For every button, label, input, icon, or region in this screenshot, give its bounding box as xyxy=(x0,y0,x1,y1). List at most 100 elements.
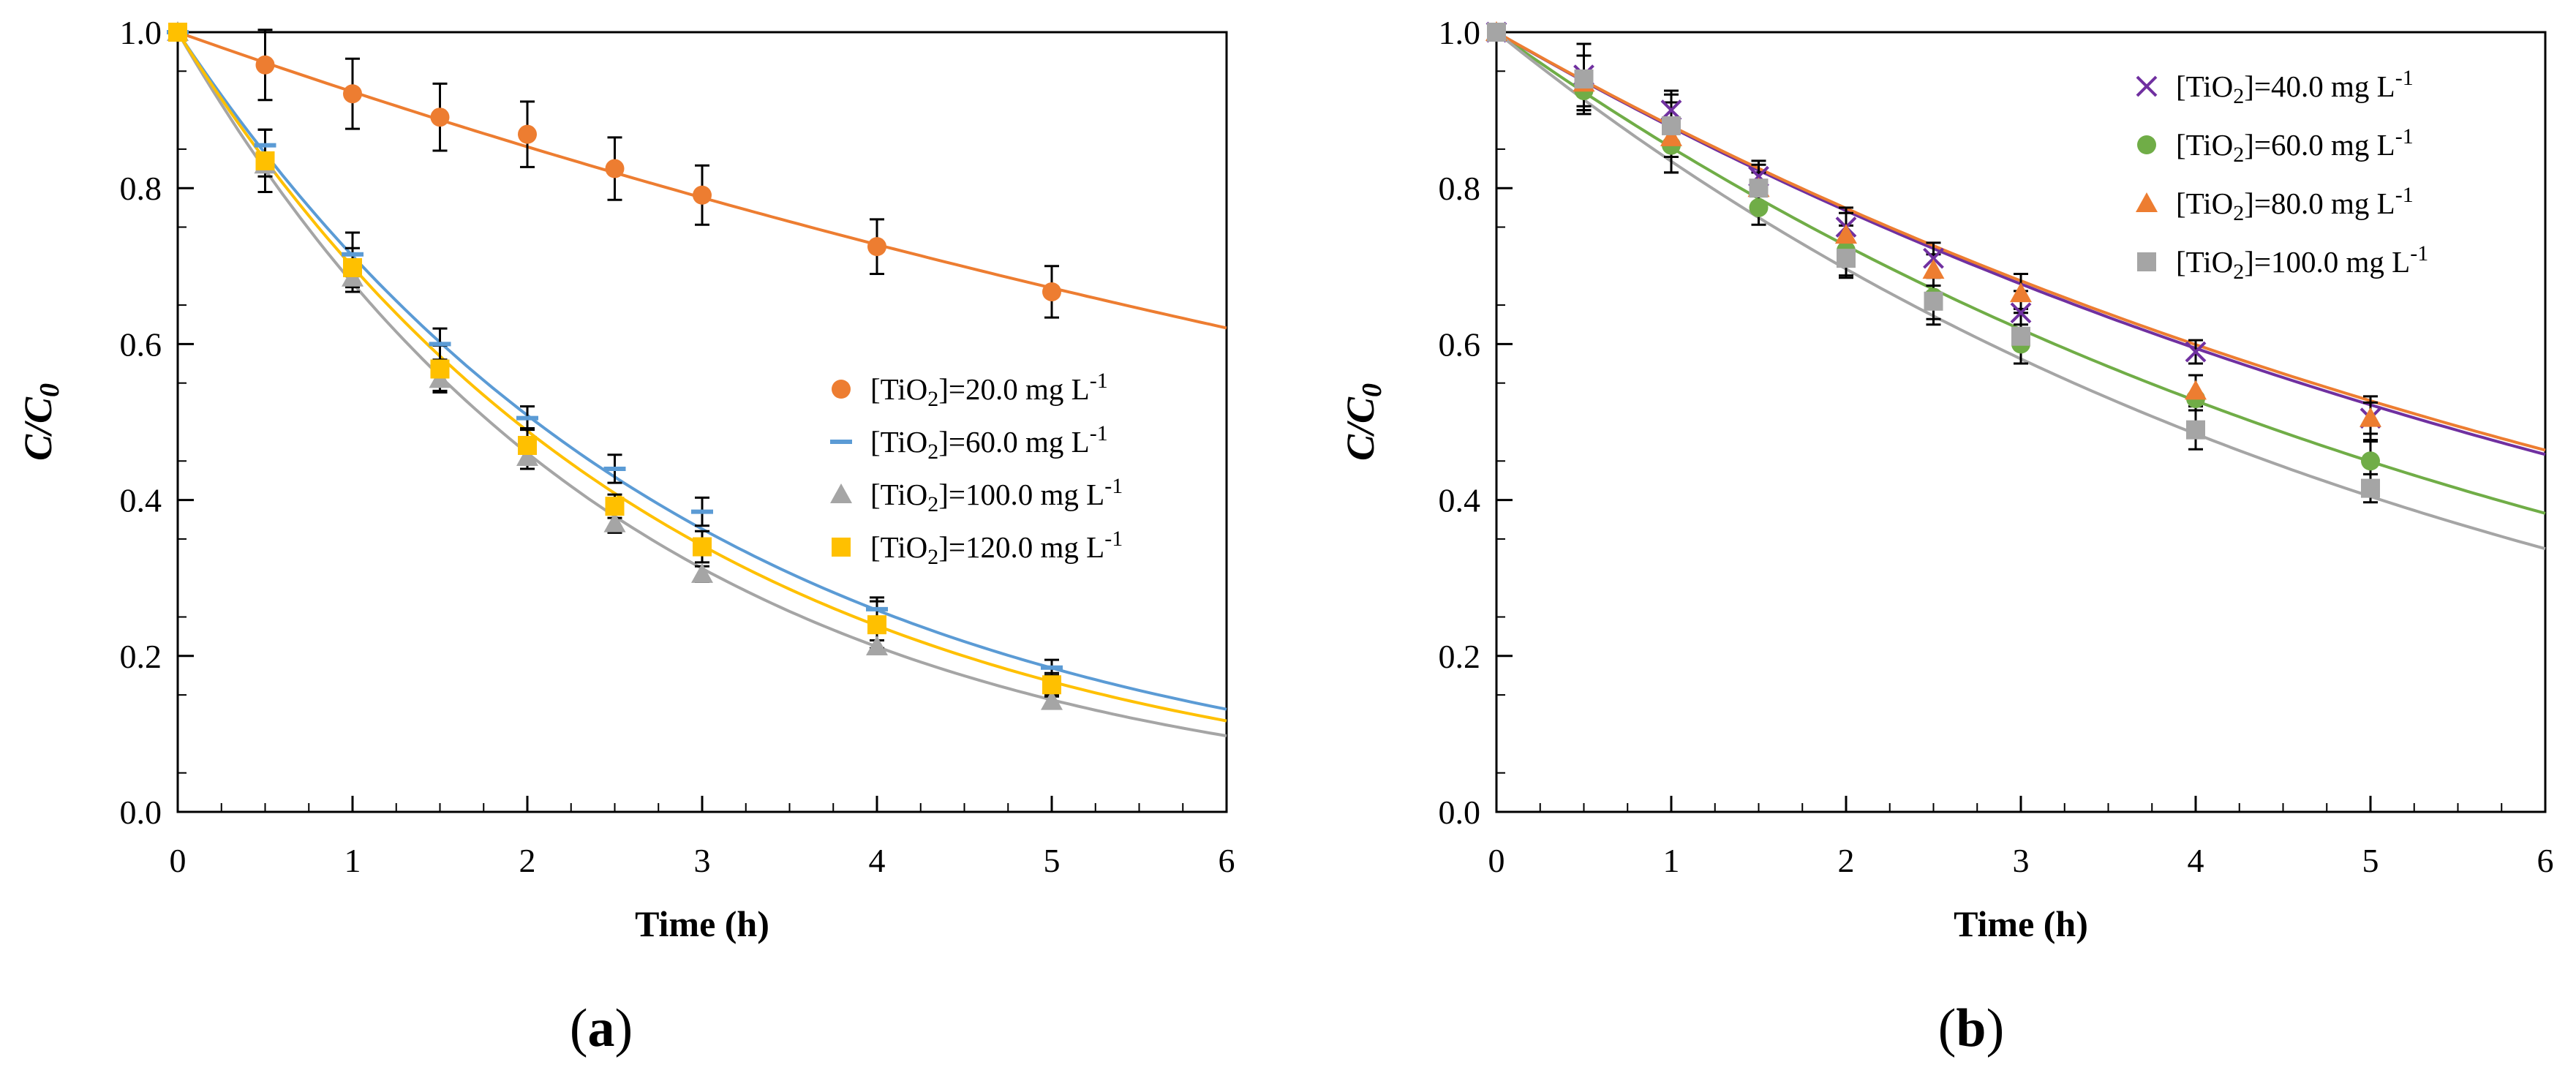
data-point xyxy=(603,512,626,532)
panel-label-paren: ( xyxy=(1938,998,1957,1058)
legend-label: [TiO2]=60.0 mg L-1 xyxy=(2176,124,2414,167)
data-point xyxy=(1749,178,1769,198)
y-tick-label: 0.2 xyxy=(120,638,162,675)
data-point xyxy=(2010,302,2032,324)
legend-label: [TiO2]=120.0 mg L-1 xyxy=(870,527,1123,569)
legend-label-superscript: -1 xyxy=(2395,183,2414,207)
y-tick-label: 0.0 xyxy=(1439,794,1481,831)
legend-label-text: [TiO xyxy=(2176,187,2233,220)
x-tick-label: 4 xyxy=(2188,842,2204,879)
legend-label-superscript: -1 xyxy=(1104,527,1123,551)
legend-label-text: [TiO xyxy=(870,530,927,564)
y-tick-label: 0.6 xyxy=(1439,325,1481,363)
legend-label-subscript: 2 xyxy=(927,492,938,516)
data-point xyxy=(605,497,625,516)
x-tick-label: 0 xyxy=(1488,842,1505,879)
data-point xyxy=(2185,341,2207,363)
data-point xyxy=(255,151,275,170)
data-point xyxy=(430,108,450,127)
legend-label: [TiO2]=40.0 mg L-1 xyxy=(2176,66,2414,108)
y-axis-title: C/C0 xyxy=(16,383,65,461)
legend-label-text: ]=120.0 mg L xyxy=(938,530,1104,564)
panel-label: (a) xyxy=(570,998,633,1058)
legend-label: [TiO2]=100.0 mg L-1 xyxy=(2176,241,2428,284)
legend-label-text: [TiO xyxy=(870,425,927,459)
y-tick-label: 0.8 xyxy=(120,170,162,207)
y-axis-title-main: C/C xyxy=(1338,396,1382,461)
legend-label: [TiO2]=60.0 mg L-1 xyxy=(870,421,1108,464)
y-axis-title-subscript: 0 xyxy=(1357,383,1387,397)
data-point xyxy=(1924,291,1943,311)
x-tick-label: 2 xyxy=(519,842,536,879)
data-point xyxy=(1042,282,1061,301)
x-tick-label: 3 xyxy=(2013,842,2030,879)
data-point xyxy=(430,359,450,379)
legend-label-subscript: 2 xyxy=(2233,143,2244,167)
data-point xyxy=(691,562,713,583)
x-tick-label: 5 xyxy=(2362,842,2379,879)
y-axis-title: C/C0 xyxy=(1338,383,1387,461)
data-point xyxy=(1041,690,1063,710)
legend-label: [TiO2]=80.0 mg L-1 xyxy=(2176,183,2414,225)
data-point xyxy=(1487,23,1506,42)
legend-label-text: ]=100.0 mg L xyxy=(2244,245,2410,279)
legend-label-subscript: 2 xyxy=(2233,84,2244,108)
data-point xyxy=(2011,326,2030,346)
data-point xyxy=(605,159,625,178)
legend-label-subscript: 2 xyxy=(927,440,938,464)
legend-label-text: ]=20.0 mg L xyxy=(938,372,1089,406)
legend-label-subscript: 2 xyxy=(2233,260,2244,284)
x-tick-label: 1 xyxy=(344,842,361,879)
legend-marker xyxy=(832,538,851,557)
data-point xyxy=(2010,282,2032,303)
marker-stroke xyxy=(2136,75,2158,97)
legend-label-text: ]=100.0 mg L xyxy=(938,478,1104,511)
marker-stroke xyxy=(2185,341,2207,363)
data-point xyxy=(1574,69,1594,89)
legend-label-superscript: -1 xyxy=(2395,66,2414,90)
y-tick-label: 0.6 xyxy=(120,325,162,363)
data-point xyxy=(2186,420,2205,440)
data-point xyxy=(867,615,886,635)
data-point xyxy=(168,23,187,42)
panel-label-paren: ) xyxy=(615,998,633,1058)
y-tick-label: 0.0 xyxy=(120,794,162,831)
legend-label-text: [TiO xyxy=(870,372,927,406)
legend-label: [TiO2]=20.0 mg L-1 xyxy=(870,369,1108,411)
panel-label-paren: ( xyxy=(570,998,588,1058)
x-tick-label: 6 xyxy=(2537,842,2554,879)
data-point xyxy=(1835,224,1857,244)
legend-label-subscript: 2 xyxy=(927,545,938,569)
data-point xyxy=(1749,197,1769,217)
legend-marker xyxy=(832,380,851,399)
data-point xyxy=(1837,249,1856,268)
legend-marker xyxy=(2137,252,2156,271)
data-point xyxy=(2361,451,2380,471)
y-tick-label: 0.2 xyxy=(1439,638,1481,675)
legend-label-subscript: 2 xyxy=(2233,201,2244,225)
data-point xyxy=(1922,259,1945,279)
y-tick-label: 1.0 xyxy=(120,14,162,51)
data-point xyxy=(343,257,362,277)
x-tick-label: 3 xyxy=(694,842,711,879)
y-axis-title-subscript: 0 xyxy=(34,383,65,397)
legend-marker xyxy=(2137,135,2156,154)
data-point xyxy=(2185,380,2207,400)
legend-label-superscript: -1 xyxy=(2395,124,2414,148)
legend-label-text: [TiO xyxy=(870,478,927,511)
x-axis-title: Time (h) xyxy=(635,903,769,944)
panel-label-letter: a xyxy=(588,998,615,1058)
y-tick-label: 1.0 xyxy=(1439,14,1481,51)
data-point xyxy=(1042,675,1061,695)
legend-label-superscript: -1 xyxy=(1090,369,1108,393)
data-point xyxy=(518,435,537,455)
legend-label-text: ]=40.0 mg L xyxy=(2244,69,2395,103)
fit-curve xyxy=(176,31,1227,711)
panel-label-letter: b xyxy=(1956,998,1986,1058)
legend-label-text: ]=60.0 mg L xyxy=(938,425,1089,459)
y-axis-title-main: C/C xyxy=(16,396,60,461)
x-tick-label: 4 xyxy=(869,842,886,879)
data-point xyxy=(866,636,888,656)
